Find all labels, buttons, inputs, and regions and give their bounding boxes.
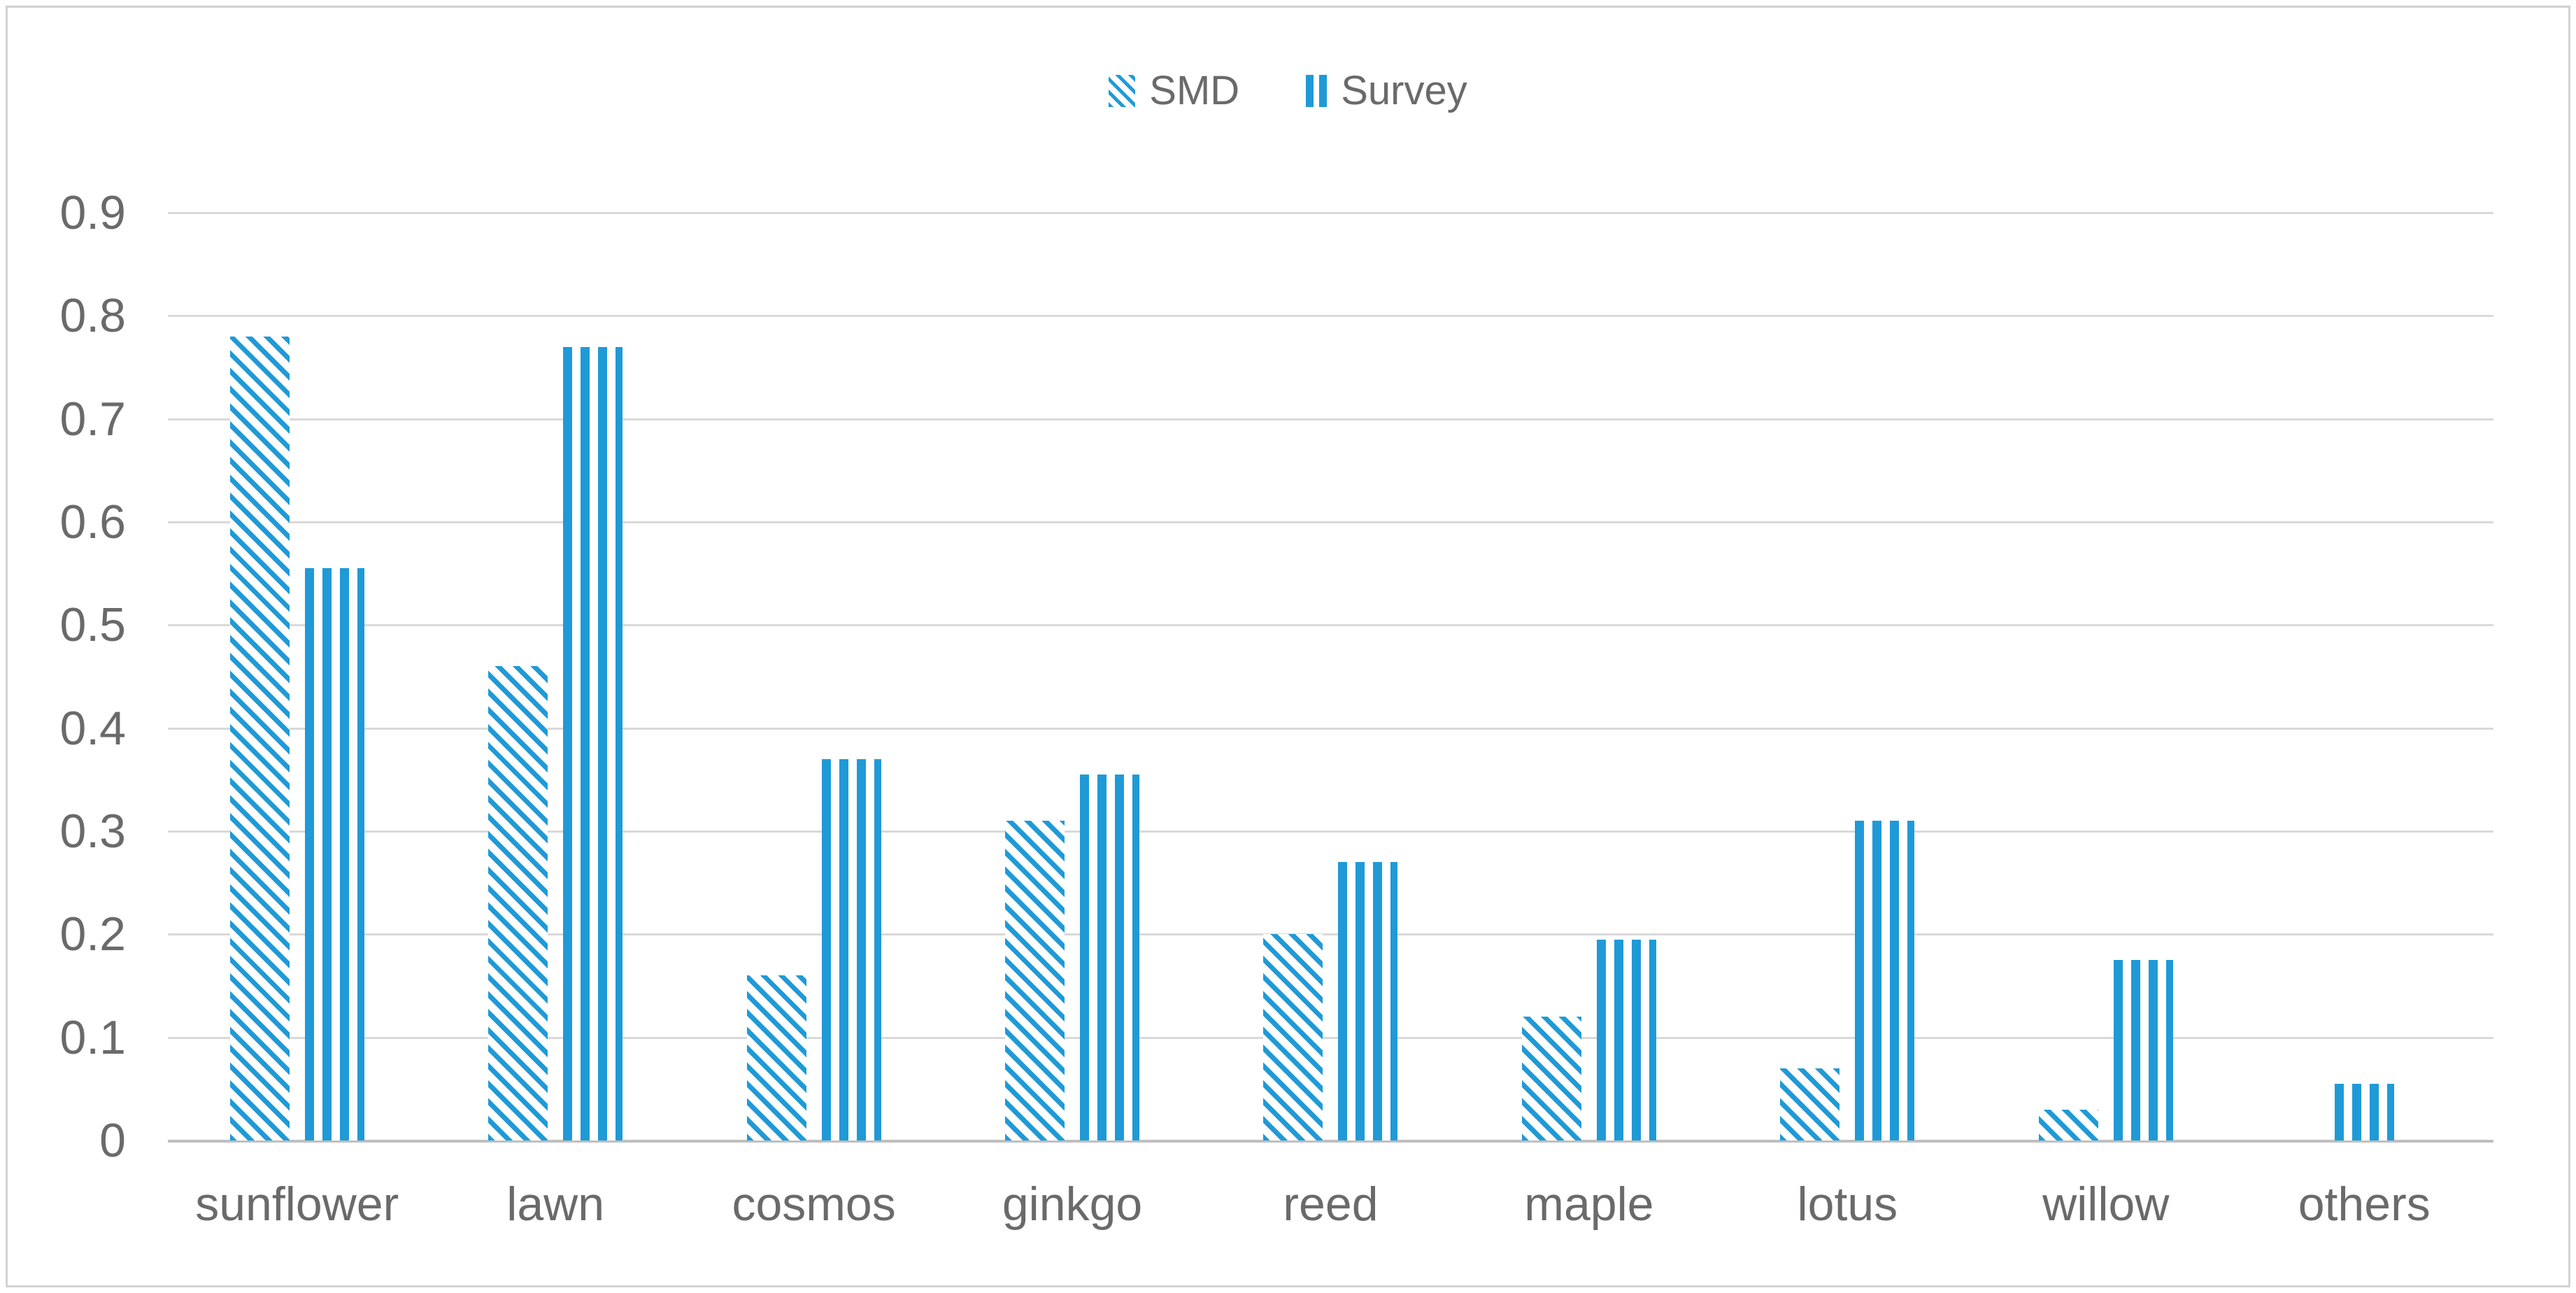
bar-smd-ginkgo bbox=[1005, 821, 1065, 1140]
gridline bbox=[168, 933, 2493, 936]
bar-smd-lawn bbox=[488, 666, 548, 1140]
plot-area bbox=[168, 212, 2493, 1143]
category-column-lawn bbox=[426, 213, 684, 1140]
x-axis: sunflower lawn cosmos ginkgo reed maple lotus w… bbox=[168, 1177, 2493, 1231]
bar-smd-maple bbox=[1521, 1017, 1581, 1140]
x-tick-label-maple: maple bbox=[1524, 1178, 1654, 1231]
gridline bbox=[168, 831, 2493, 833]
bar-smd-sunflower bbox=[229, 336, 290, 1140]
y-tick-label: 0.4 bbox=[59, 701, 126, 755]
bar-survey-sunflower bbox=[304, 568, 364, 1140]
x-tick-label-willow: willow bbox=[2042, 1178, 2170, 1231]
gridline bbox=[168, 418, 2493, 421]
category-column-sunflower bbox=[168, 213, 426, 1140]
bar-survey-maple bbox=[1596, 939, 1656, 1140]
bar-smd-reed bbox=[1263, 934, 1323, 1140]
y-axis: 0.9 0.8 0.7 0.6 0.5 0.4 0.3 0.2 0.1 0 bbox=[21, 189, 126, 1164]
category-column-cosmos bbox=[685, 213, 943, 1140]
gridline bbox=[168, 521, 2493, 523]
vertical-stripes-swatch-icon bbox=[1306, 74, 1328, 107]
y-tick-label: 0.2 bbox=[59, 907, 126, 961]
category-column-lotus bbox=[1718, 213, 1977, 1140]
category-column-reed bbox=[1202, 213, 1460, 1140]
bar-survey-lawn bbox=[563, 346, 623, 1140]
category-column-ginkgo bbox=[943, 213, 1201, 1140]
legend-label-smd: SMD bbox=[1149, 68, 1240, 113]
bar-survey-ginkgo bbox=[1080, 774, 1140, 1140]
gridline bbox=[168, 212, 2493, 214]
gridline bbox=[168, 727, 2493, 730]
y-tick-label: 0.1 bbox=[59, 1010, 126, 1064]
category-column-others bbox=[2235, 213, 2493, 1140]
gridline bbox=[168, 315, 2493, 318]
y-tick-label: 0.8 bbox=[59, 289, 126, 343]
x-tick-label-ginkgo: ginkgo bbox=[1002, 1178, 1143, 1231]
gridline bbox=[168, 624, 2493, 627]
y-tick-label: 0.3 bbox=[59, 805, 126, 858]
bar-survey-reed bbox=[1338, 862, 1398, 1140]
legend-item-smd: SMD bbox=[1109, 67, 1239, 114]
x-axis-baseline bbox=[168, 1140, 2493, 1143]
bar-smd-lotus bbox=[1780, 1068, 1840, 1140]
x-tick-label-lawn: lawn bbox=[506, 1178, 605, 1231]
gridline bbox=[168, 1036, 2493, 1039]
legend-label-survey: Survey bbox=[1341, 68, 1467, 113]
x-tick-label-others: others bbox=[2298, 1178, 2431, 1231]
y-tick-label: 0.5 bbox=[59, 598, 126, 652]
category-column-maple bbox=[1460, 213, 1718, 1140]
bar-smd-cosmos bbox=[746, 975, 806, 1140]
category-column-willow bbox=[1977, 213, 2235, 1140]
y-tick-label: 0.7 bbox=[59, 392, 126, 446]
y-tick-label: 0.9 bbox=[59, 186, 126, 239]
bar-survey-lotus bbox=[1855, 821, 1915, 1140]
y-tick-label: 0.6 bbox=[59, 495, 126, 549]
bar-columns bbox=[168, 213, 2493, 1140]
chart-legend: SMD Survey bbox=[0, 67, 2576, 114]
bar-survey-others bbox=[2334, 1083, 2394, 1140]
legend-item-survey: Survey bbox=[1306, 67, 1467, 114]
bar-survey-cosmos bbox=[821, 758, 881, 1140]
x-tick-label-reed: reed bbox=[1283, 1178, 1379, 1231]
x-tick-label-cosmos: cosmos bbox=[732, 1178, 896, 1231]
diagonal-hatch-swatch-icon bbox=[1109, 74, 1136, 107]
x-tick-label-lotus: lotus bbox=[1797, 1178, 1898, 1231]
bar-survey-willow bbox=[2113, 960, 2173, 1140]
bar-smd-willow bbox=[2038, 1109, 2098, 1140]
y-tick-label: 0 bbox=[99, 1114, 126, 1167]
x-tick-label-sunflower: sunflower bbox=[195, 1178, 399, 1231]
